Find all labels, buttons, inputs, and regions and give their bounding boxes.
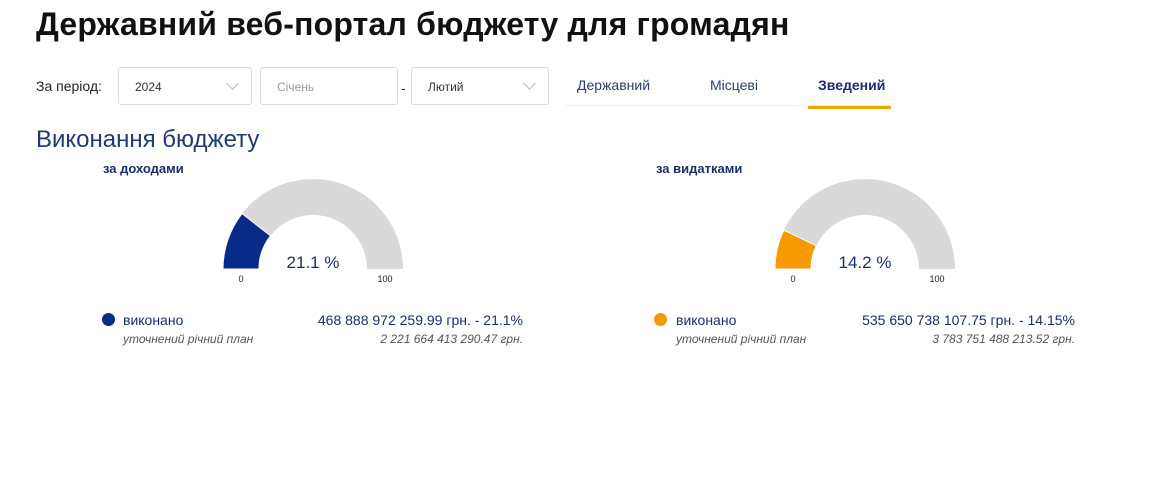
revenue-done-label: виконано xyxy=(123,312,184,328)
revenue-gauge-track xyxy=(223,179,403,269)
chevron-down-icon xyxy=(523,77,536,90)
expenses-gauge-percent: 14.2 % xyxy=(839,253,892,272)
revenue-plan-label: уточнений річний план xyxy=(123,332,254,346)
month-from-value: Січень xyxy=(277,80,315,94)
tab-state[interactable]: Державний xyxy=(577,77,651,93)
tabs-divider xyxy=(566,105,892,106)
expenses-plan-value: 3 783 751 488 213.52 грн. xyxy=(932,332,1075,346)
expenses-gauge-max: 100 xyxy=(929,274,944,284)
revenue-plan-value: 2 221 664 413 290.47 грн. xyxy=(380,332,523,346)
revenue-legend-dot xyxy=(102,313,115,326)
year-select[interactable]: 2024 xyxy=(118,67,252,105)
active-tab-indicator xyxy=(808,106,891,109)
expenses-gauge: 14.2 % 0 100 xyxy=(774,179,955,284)
section-title: Виконання бюджету xyxy=(36,126,260,153)
month-from-select[interactable]: Січень xyxy=(260,67,398,105)
expenses-legend-dot xyxy=(654,313,667,326)
revenue-gauge-percent: 21.1 % xyxy=(287,253,340,272)
tab-consolidated[interactable]: Зведений xyxy=(818,77,886,93)
expenses-gauge-track xyxy=(775,179,955,269)
expenses-plan-label: уточнений річний план xyxy=(676,332,807,346)
revenue-gauge-fill xyxy=(222,212,272,270)
chevron-down-icon xyxy=(226,77,239,90)
month-to-select[interactable]: Лютий xyxy=(411,67,549,105)
expenses-subtitle: за видатками xyxy=(656,161,743,176)
revenue-done-value: 468 888 972 259.99 грн. - 21.1% xyxy=(317,312,523,328)
page-title: Державний веб-портал бюджету для громадя… xyxy=(36,6,790,42)
expenses-gauge-fill xyxy=(774,229,817,270)
expenses-done-label: виконано xyxy=(676,312,737,328)
period-dash: - xyxy=(401,80,406,96)
month-to-value: Лютий xyxy=(428,80,464,94)
year-select-value: 2024 xyxy=(135,80,162,94)
tab-local[interactable]: Місцеві xyxy=(710,77,758,93)
revenue-gauge-min: 0 xyxy=(238,274,243,284)
revenue-gauge: 21.1 % 0 100 xyxy=(222,179,403,284)
period-label: За період: xyxy=(36,78,102,94)
expenses-done-value: 535 650 738 107.75 грн. - 14.15% xyxy=(862,312,1075,328)
revenue-gauge-max: 100 xyxy=(377,274,392,284)
expenses-gauge-min: 0 xyxy=(790,274,795,284)
revenue-subtitle: за доходами xyxy=(103,161,184,176)
